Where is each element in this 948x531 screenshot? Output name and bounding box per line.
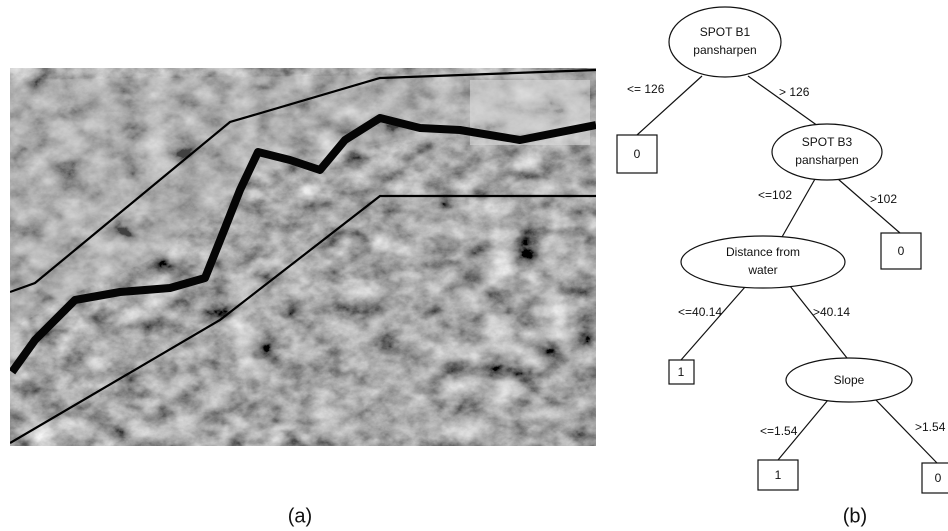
- decision-node: SPOT B1 pansharpen: [669, 7, 781, 77]
- leaf-node: 1: [758, 460, 798, 490]
- edge-label: <=1.54: [760, 424, 798, 438]
- node-label: 1: [678, 365, 685, 379]
- edge-label: <=102: [758, 188, 792, 202]
- leaf-node: 0: [922, 463, 948, 493]
- node-ellipse: [772, 124, 882, 180]
- leaf-node: 0: [881, 233, 921, 269]
- edge-label: > 126: [779, 85, 810, 99]
- edge-label: >102: [870, 192, 897, 206]
- panel-caption: (b): [843, 505, 867, 527]
- decision-node: Slope: [786, 358, 912, 402]
- aerial-image: [10, 68, 596, 446]
- edge-label: <= 126: [627, 82, 665, 96]
- node-label: SPOT B3: [802, 135, 853, 149]
- leaf-node: 1: [669, 360, 694, 384]
- node-ellipse: [681, 236, 845, 288]
- node-ellipse: [669, 7, 781, 77]
- node-label: pansharpen: [795, 153, 858, 167]
- edge: [748, 76, 818, 126]
- edge: [681, 287, 745, 360]
- node-label: 0: [935, 471, 942, 485]
- node-label: 0: [634, 147, 641, 161]
- node-label: Slope: [834, 373, 865, 387]
- node-label: Distance from: [726, 245, 800, 259]
- edge-label: <=40.14: [678, 305, 722, 319]
- edge: [790, 286, 847, 358]
- node-label: pansharpen: [693, 43, 756, 57]
- node-label: 0: [898, 244, 905, 258]
- figure: (a) <= 126 > 126 <=102 >102 <=40.14 >40.…: [0, 0, 948, 531]
- leaf-node: 0: [617, 135, 657, 173]
- panel-caption: (a): [288, 505, 312, 527]
- decision-node: Distance from water: [681, 236, 845, 288]
- node-label: water: [747, 263, 777, 277]
- node-label: 1: [775, 468, 782, 482]
- node-label: SPOT B1: [700, 25, 751, 39]
- edge-label: >40.14: [813, 305, 850, 319]
- edge-label: >1.54: [915, 420, 946, 434]
- decision-node: SPOT B3 pansharpen: [772, 124, 882, 180]
